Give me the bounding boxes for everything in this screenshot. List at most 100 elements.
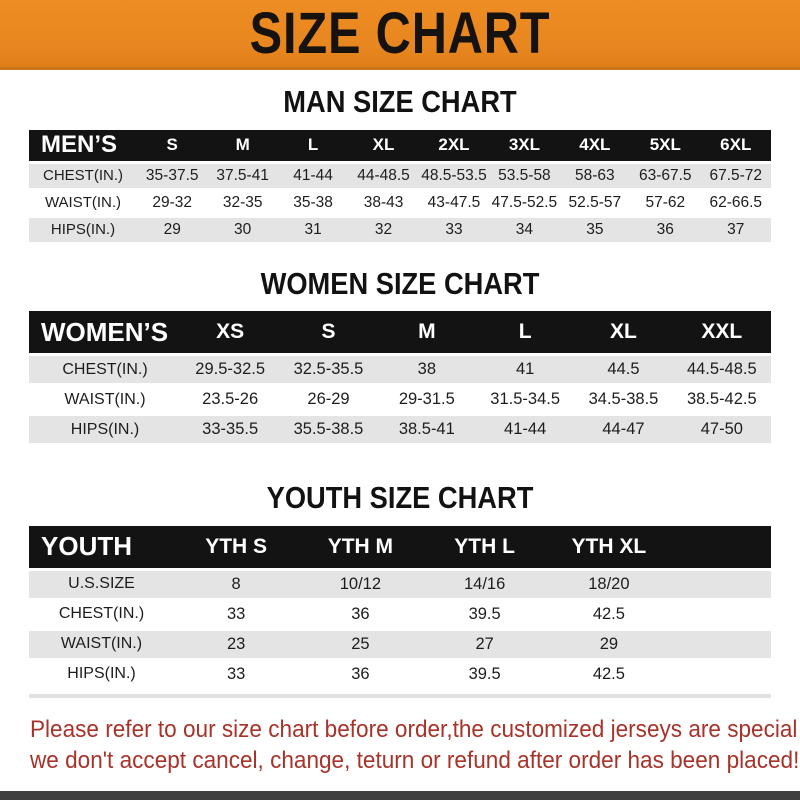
size-value-cell: 47.5-52.5 (491, 193, 558, 211)
table-corner-label: YOUTH (29, 525, 174, 568)
youth-size-table: YOUTH YTH S YTH M YTH L YTH XL U.S.SIZE 8 10/12… (29, 523, 771, 691)
size-column-header: XL (574, 311, 673, 354)
women-size-chart-section: WOMEN SIZE CHART WOMEN’S XS S M L XL XXL CHEST(… (0, 245, 800, 447)
size-value-cell: 44-48.5 (348, 163, 419, 188)
size-value-cell: 33 (226, 664, 246, 683)
size-value-cell: 38.5-42.5 (686, 390, 757, 409)
size-value-cell: 42.5 (592, 664, 625, 683)
size-column-header: YTH M (298, 525, 423, 568)
measurement-row-label: HIPS(IN.) (67, 665, 136, 683)
size-column-header: 2XL (418, 129, 490, 161)
measurement-row: CHEST(IN.) 35-37.5 37.5-41 41-44 44-48.5 48.5… (29, 163, 771, 188)
size-column-header: 6XL (700, 129, 771, 161)
size-value-cell: 32-35 (222, 193, 263, 211)
size-value-cell: 33 (418, 217, 490, 242)
size-value-cell: 67.5-72 (700, 163, 771, 188)
banner-title: SIZE CHART (249, 0, 551, 66)
size-value-cell: 35-37.5 (137, 163, 208, 188)
size-column-header: M (207, 129, 278, 161)
size-value-cell: 36 (351, 664, 370, 683)
size-column-header: YTH S (174, 525, 299, 568)
size-value-cell: 33-35.5 (181, 416, 280, 444)
size-column-header: XXL (672, 311, 771, 354)
row-filler-cell (671, 630, 771, 658)
size-value-cell: 48.5-53.5 (418, 163, 490, 188)
measurement-row-label: U.S.SIZE (29, 570, 174, 598)
row-filler-cell (671, 570, 771, 598)
size-chart-banner: SIZE CHART (0, 0, 800, 70)
women-size-table: WOMEN’S XS S M L XL XXL CHEST(IN.) 29.5-32.5 32.5… (29, 308, 771, 446)
size-value-cell: 36 (630, 217, 701, 242)
size-value-cell: 27 (422, 630, 547, 658)
size-value-cell: 37 (700, 217, 771, 242)
size-column-header: 4XL (559, 129, 631, 161)
size-value-cell: 38-43 (363, 193, 404, 211)
size-value-cell: 58-63 (559, 163, 631, 188)
size-value-cell: 47-50 (672, 416, 771, 444)
disclaimer-line-1: Please refer to our size chart before or… (30, 715, 800, 743)
row-filler-cell (671, 661, 771, 688)
size-column-header: S (279, 311, 378, 354)
size-value-cell: 23 (174, 630, 299, 658)
measurement-row: WAIST(IN.) 23 25 27 29 (29, 630, 771, 658)
size-value-cell: 57-62 (645, 193, 686, 211)
man-size-table: MEN’S S M L XL 2XL 3XL 4XL 5XL 6XL CHEST(IN.) 35-37… (29, 127, 771, 245)
size-column-header: S (137, 129, 208, 161)
measurement-row-label: WAIST(IN.) (64, 390, 146, 408)
size-value-cell: 31.5-34.5 (490, 390, 561, 409)
size-value-cell: 44.5 (574, 356, 673, 384)
bottom-strip (0, 791, 800, 800)
measurement-row-label: CHEST(IN.) (29, 163, 137, 188)
size-value-cell: 18/20 (546, 570, 671, 598)
size-value-cell: 36 (351, 604, 370, 623)
size-column-header: L (475, 311, 575, 354)
size-value-cell: 35 (559, 217, 631, 242)
size-table-header-row: WOMEN’S XS S M L XL XXL (29, 311, 771, 354)
size-value-cell: 38.5-41 (377, 416, 476, 444)
measurement-row: CHEST(IN.) 29.5-32.5 32.5-35.5 38 41 44.5 44.5… (29, 356, 771, 384)
size-value-cell: 39.5 (468, 664, 501, 683)
table-corner-label: MEN’S (29, 129, 137, 161)
size-value-cell: 30 (207, 217, 278, 242)
size-value-cell: 32.5-35.5 (279, 356, 378, 384)
row-filler-cell (671, 601, 771, 628)
measurement-row-label: HIPS(IN.) (29, 416, 181, 444)
measurement-row: HIPS(IN.) 33-35.5 35.5-38.5 38.5-41 41-44 44-… (29, 416, 771, 444)
size-value-cell: 62-66.5 (709, 193, 763, 211)
measurement-row-label: CHEST(IN.) (58, 605, 145, 623)
size-value-cell: 34 (489, 217, 560, 242)
size-value-cell: 14/16 (422, 570, 547, 598)
size-value-cell: 26-29 (307, 390, 350, 409)
size-column-header: 3XL (489, 129, 560, 161)
measurement-row: HIPS(IN.) 33 36 39.5 42.5 (29, 661, 771, 688)
youth-size-chart-section: YOUTH SIZE CHART YOUTH YTH S YTH M YTH L YTH… (0, 446, 800, 698)
measurement-row: WAIST(IN.) 23.5-26 26-29 29-31.5 31.5-34.5 34… (29, 386, 771, 413)
size-column-header: XL (348, 129, 419, 161)
size-column-header: 5XL (630, 129, 701, 161)
size-column-header: L (277, 129, 349, 161)
size-value-cell: 37.5-41 (207, 163, 278, 188)
size-column-header: YTH XL (546, 525, 671, 568)
header-filler-cell (671, 525, 771, 568)
measurement-row: U.S.SIZE 8 10/12 14/16 18/20 (29, 570, 771, 598)
size-value-cell: 52.5-57 (568, 193, 622, 211)
measurement-row-label: HIPS(IN.) (29, 217, 137, 242)
disclaimer-note: Please refer to our size chart before or… (0, 714, 800, 777)
size-value-cell: 41-44 (475, 416, 575, 444)
size-value-cell: 33 (226, 604, 246, 623)
size-value-cell: 29-32 (152, 193, 193, 211)
size-table-header-row: YOUTH YTH S YTH M YTH L YTH XL (29, 525, 771, 568)
size-value-cell: 41-44 (277, 163, 349, 188)
size-value-cell: 29-31.5 (398, 390, 455, 409)
size-value-cell: 10/12 (298, 570, 423, 598)
size-value-cell: 44.5-48.5 (672, 356, 771, 384)
man-section-heading: MAN SIZE CHART (283, 84, 517, 119)
size-column-header: YTH L (422, 525, 547, 568)
measurement-row: WAIST(IN.) 29-32 32-35 35-38 38-43 43-47.5 47.… (29, 191, 771, 215)
size-value-cell: 35-38 (293, 193, 333, 211)
size-table-header-row: MEN’S S M L XL 2XL 3XL 4XL 5XL 6XL (29, 129, 771, 161)
size-value-cell: 44-47 (574, 416, 673, 444)
size-value-cell: 34.5-38.5 (588, 390, 659, 409)
table-bottom-rule (29, 693, 771, 698)
size-column-header: XS (181, 311, 280, 354)
